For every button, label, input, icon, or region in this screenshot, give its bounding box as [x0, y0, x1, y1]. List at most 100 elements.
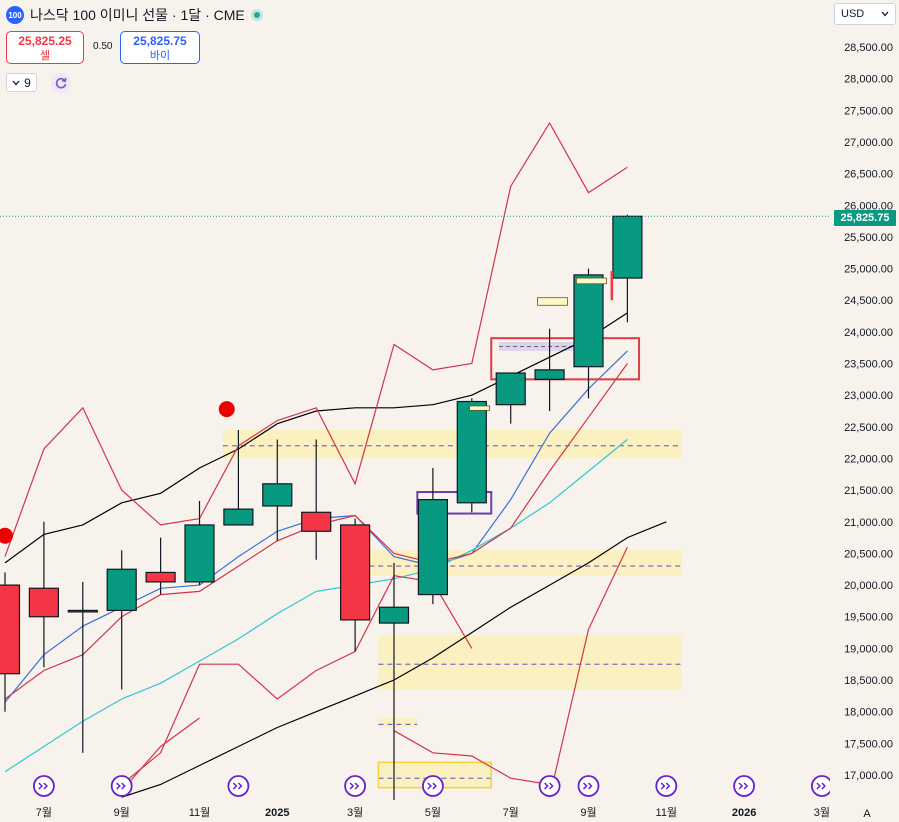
time-axis-tick: 7월	[36, 806, 52, 819]
currency-value: USD	[841, 8, 865, 20]
time-axis-tick: 5월	[425, 806, 441, 819]
event-icon-ring	[733, 775, 755, 797]
candle-body	[184, 524, 215, 583]
candle-body	[145, 571, 176, 583]
candle-body	[612, 215, 643, 279]
candle	[262, 439, 293, 541]
sell-label: 셀	[39, 50, 51, 62]
event-icon[interactable]	[227, 775, 250, 797]
candle	[145, 537, 176, 595]
candle-body	[495, 372, 526, 406]
price-axis-tick: 23,500.00	[844, 359, 893, 371]
candle-body	[534, 369, 565, 380]
candle	[612, 214, 643, 323]
indicator-line	[4, 439, 628, 773]
support-zone	[351, 550, 682, 576]
candle-body	[223, 508, 254, 526]
time-axis-tick: 11월	[656, 806, 678, 819]
price-axis-tick: 26,500.00	[844, 169, 893, 181]
candle-body	[417, 499, 448, 596]
signal-dot	[218, 401, 235, 418]
event-icon[interactable]	[577, 775, 600, 797]
chevron-down-icon	[881, 11, 889, 17]
event-arrow-icon	[582, 782, 593, 790]
event-arrow-icon	[660, 782, 671, 790]
candle	[0, 572, 21, 712]
event-icon[interactable]	[733, 775, 755, 797]
event-icon[interactable]	[811, 775, 832, 797]
price-axis-tick: 19,000.00	[844, 643, 893, 655]
event-arrow-icon	[349, 782, 360, 790]
price-axis-tick: 28,500.00	[844, 42, 893, 54]
candle	[67, 581, 98, 753]
price-axis-tick: 27,500.00	[844, 105, 893, 117]
time-axis-tick: 3월	[814, 806, 830, 819]
chevron-down-icon	[12, 80, 20, 85]
support-zone	[222, 429, 682, 459]
drawing-box	[490, 337, 641, 381]
indicator-count: 9	[24, 75, 31, 90]
time-axis-tick: 3월	[347, 806, 363, 819]
candle	[301, 439, 332, 560]
sell-button[interactable]: 25,825.25 셀	[6, 31, 84, 64]
time-axis-tick: 9월	[580, 806, 596, 819]
event-arrow-icon	[544, 782, 554, 790]
event-icon-ring	[655, 775, 678, 797]
sell-price: 25,825.25	[18, 34, 72, 48]
symbol-header[interactable]: 100 나스닥 100 이미니 선물 · 1달 · CME	[6, 5, 263, 25]
drawing-box	[416, 491, 493, 515]
price-axis-tick: 22,000.00	[844, 453, 893, 465]
indicator-line	[549, 546, 628, 798]
event-icon-ring	[577, 775, 600, 797]
event-icon[interactable]	[33, 775, 55, 797]
event-icon[interactable]	[421, 775, 444, 797]
candle	[378, 562, 410, 800]
event-icon-ring	[344, 775, 367, 797]
indicators-toggle-button[interactable]: 9	[6, 73, 37, 92]
candle	[340, 518, 371, 652]
candle-body	[0, 584, 21, 675]
price-axis-tick: 19,500.00	[844, 612, 893, 624]
auto-scale-button[interactable]: A	[863, 808, 871, 820]
last-price-label: 25,825.75	[834, 210, 896, 226]
market-open-icon	[250, 9, 263, 21]
highlight-band	[499, 341, 581, 351]
candle	[534, 328, 565, 411]
signal-dot	[0, 527, 13, 544]
candle	[456, 398, 487, 513]
refresh-icon	[55, 77, 67, 89]
candle-body	[301, 511, 332, 532]
time-axis-tick: 9월	[114, 806, 130, 819]
plot-area	[0, 121, 832, 800]
price-axis-tick: 26,000.00	[844, 200, 893, 212]
event-icon[interactable]	[538, 775, 561, 797]
spread-value: 0.50	[93, 41, 113, 52]
price-axis-tick: 17,500.00	[844, 738, 893, 750]
currency-select[interactable]: USD	[834, 3, 896, 25]
candle-body	[456, 400, 487, 504]
support-zone	[378, 635, 682, 690]
price-axis-tick: 18,000.00	[844, 707, 893, 719]
event-arrow-icon	[816, 782, 826, 790]
time-axis-tick: 2025	[265, 807, 289, 819]
candle	[106, 550, 137, 690]
candle	[573, 268, 604, 399]
indicator-line	[121, 574, 473, 785]
symbol-title[interactable]: 나스닥 100 이미니 선물 · 1달 · CME	[30, 7, 245, 23]
price-axis-tick: 20,500.00	[844, 548, 893, 560]
buy-button[interactable]: 25,825.75 바이	[120, 31, 200, 64]
indicator-line	[121, 717, 200, 792]
event-icon[interactable]	[655, 775, 678, 797]
event-arrow-icon	[427, 782, 437, 790]
event-icon[interactable]	[110, 775, 133, 797]
event-icon[interactable]	[344, 775, 367, 797]
event-icon-ring	[33, 775, 55, 797]
refresh-button[interactable]	[51, 73, 71, 93]
candle-body	[262, 483, 293, 507]
indicator-line	[4, 121, 628, 557]
candle	[28, 521, 59, 668]
price-axis-tick: 24,000.00	[844, 327, 893, 339]
candle-body	[28, 587, 59, 618]
